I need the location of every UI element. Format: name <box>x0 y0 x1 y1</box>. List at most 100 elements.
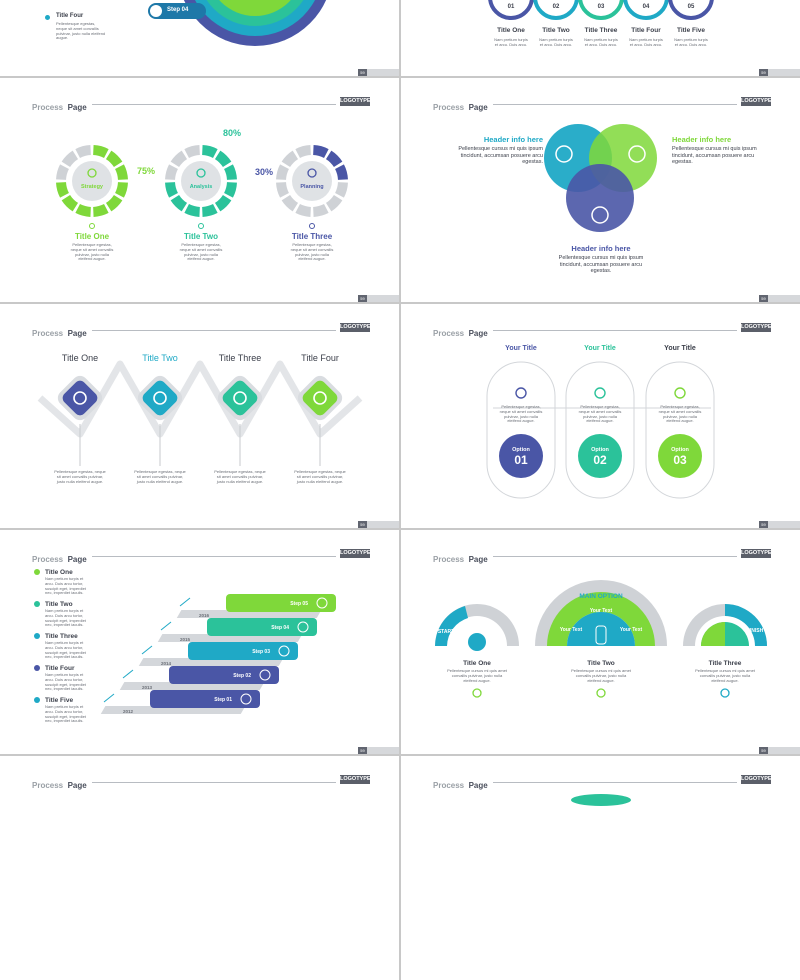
ring-segment <box>165 164 178 180</box>
ring-segment <box>61 194 79 212</box>
ring-segment <box>313 145 329 158</box>
diamond-inner <box>142 380 178 416</box>
slide-header: Process Page LOGOTYPE <box>32 97 371 112</box>
option-circle <box>499 434 543 478</box>
compass-icon <box>591 206 609 224</box>
bulb-icon <box>87 168 97 178</box>
slide-2[interactable]: 59 01 Title One 02 Title Two 03 Title Three 04… <box>401 0 800 76</box>
teal-arc <box>571 794 631 806</box>
anchor-icon <box>515 387 527 399</box>
step-number: 02 <box>553 4 560 10</box>
title-marker <box>89 223 95 229</box>
anchor-icon <box>196 168 206 178</box>
list-dot <box>34 665 40 671</box>
step-ring <box>623 0 669 20</box>
step-year: 2016 <box>199 613 210 618</box>
gauge-text: Pellentesque cursus mi quis amet convall… <box>695 668 755 683</box>
your-text-top: Your Text <box>590 608 613 614</box>
your-text-left: Your Text <box>560 627 583 633</box>
ring-segment <box>313 204 329 217</box>
bulb-icon <box>150 5 162 17</box>
your-text-right: Your Text <box>620 627 643 633</box>
list-dot <box>34 633 40 639</box>
ring-text: Pellentesque egestas, neque sit amet con… <box>290 242 334 262</box>
step-label: Step 02 <box>233 673 251 679</box>
diamond-title: Title Three <box>219 353 262 363</box>
slide-10[interactable]: Process Page LOGOTYPE <box>401 756 800 980</box>
diamond-inner <box>62 380 98 416</box>
step-number: 05 <box>688 4 695 10</box>
gauge-text: Pellentesque cursus mi quis amet convall… <box>447 668 507 683</box>
arrow-up-icon <box>160 621 172 631</box>
step-title: Title Four <box>631 27 661 34</box>
step-ring <box>668 0 714 20</box>
ring-segment <box>61 150 79 168</box>
ring-segment <box>335 164 348 180</box>
gauge-title: Title One <box>463 660 491 667</box>
pct-30: 30% <box>255 167 273 177</box>
step04-badge[interactable]: Step 04 <box>148 3 206 19</box>
diamond-title: Title Four <box>301 353 339 363</box>
slide-8[interactable]: Process Page LOGOTYPE START MAIN OPTION Yo… <box>401 530 800 754</box>
venn-header-left: Header info here <box>483 135 543 144</box>
page-number: 59 <box>759 69 800 76</box>
slide-6[interactable]: Process Page LOGOTYPE Your Title Option 01… <box>401 304 800 528</box>
slide-header: Process Page LOGOTYPE <box>32 775 371 790</box>
ring-text: Pellentesque egestas, neque sit amet con… <box>70 242 114 262</box>
slide-3[interactable]: Process Page LOGOTYPE Strategy Title One A… <box>0 78 399 302</box>
step-year: 2014 <box>161 661 172 666</box>
ring-segment <box>165 182 178 198</box>
step-title: Title Five <box>677 27 705 34</box>
step-label: Step 03 <box>252 649 270 655</box>
diamond-text: Pellentesque egestas, neque sit amet con… <box>294 469 346 484</box>
list-dot <box>34 569 40 575</box>
arrow-up-icon <box>103 693 115 703</box>
slide-5[interactable]: Process Page LOGOTYPE Title One Title Two… <box>0 304 399 528</box>
ring-segment <box>105 150 123 168</box>
list-title: Title One <box>45 569 73 576</box>
ring-core <box>181 161 221 201</box>
diamond-text: Pellentesque egestas, neque sit amet con… <box>134 469 186 484</box>
option-title: Your Title <box>664 345 696 352</box>
ring-title: Title Two <box>184 232 218 241</box>
ring-segment <box>295 145 311 158</box>
list-title: Title Two <box>45 601 73 608</box>
step-bar <box>226 594 336 612</box>
diamond-title: Title Two <box>142 353 178 363</box>
diamond-inner <box>302 380 338 416</box>
ring-segment <box>295 204 311 217</box>
step-core <box>495 0 527 13</box>
list-title: Title Four <box>45 665 75 672</box>
ring-text: Pellentesque egestas, neque sit amet con… <box>179 242 223 262</box>
search-icon <box>307 168 317 178</box>
option-capsule <box>565 361 635 499</box>
slide-7[interactable]: Process Page LOGOTYPE Title One Title Two… <box>0 530 399 754</box>
slide-header: Process Page LOGOTYPE <box>433 549 772 564</box>
step-text: Nam pretium turpis et arcu. Duis arcu. <box>629 37 663 47</box>
gauge-start-label: START <box>438 629 454 635</box>
ring-segment <box>224 164 237 180</box>
step-core <box>585 0 617 13</box>
slide-1[interactable]: Step 04 Title Four Pellentesque egestas,… <box>0 0 399 76</box>
page-number: 59 <box>358 69 399 76</box>
safe-icon <box>555 145 573 163</box>
diamond-text: Pellentesque egestas, neque sit amet con… <box>214 469 266 484</box>
hand-pointer-icon <box>595 625 607 645</box>
option-text: Pellentesque egestas, neque sit amet con… <box>578 404 622 424</box>
pct-80: 80% <box>223 128 241 138</box>
anchor-icon <box>313 391 327 405</box>
ring-segment <box>93 204 109 217</box>
slide-9[interactable]: Process Page LOGOTYPE <box>0 756 399 980</box>
option-circle <box>578 434 622 478</box>
list-text: Nam pretium turpis et arcu. Duis arcu to… <box>45 704 86 724</box>
venn-header-bottom: Header info here <box>571 244 631 253</box>
step04-label: Step 04 <box>167 7 189 13</box>
page-number: 59 <box>759 521 800 528</box>
option-text: Pellentesque egestas, neque sit amet con… <box>658 404 702 424</box>
venn-header-right: Header info here <box>672 135 732 144</box>
gauge-band <box>535 580 667 646</box>
slide-4[interactable]: Process Page LOGOTYPE Header info here P… <box>401 78 800 302</box>
ring-title: Title Three <box>292 232 333 241</box>
bullet-dot <box>45 15 50 20</box>
ring-segment <box>202 145 218 158</box>
